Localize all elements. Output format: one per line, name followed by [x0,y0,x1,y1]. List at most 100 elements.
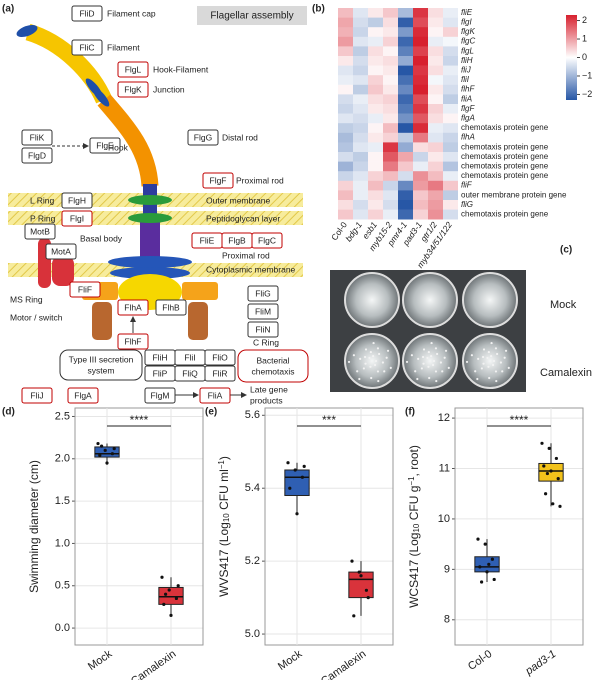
heatmap-cell [383,104,398,114]
point [110,452,114,456]
protein-label: FliN [255,324,270,334]
motor-right [188,302,208,340]
colony [447,366,450,369]
heatmap-cell [413,113,428,124]
heatmap-cell [368,17,383,28]
colony [356,370,359,373]
x-tick-label: Camalexin [129,648,178,680]
point [98,453,102,457]
heatmap-cell [398,200,413,210]
heatmap-cell [368,104,383,114]
point [357,570,361,574]
row-label: fliA [461,94,472,103]
point [364,588,368,592]
y-tick-label: 1.5 [55,495,70,507]
plot-frame [264,407,394,646]
y-axis-title: WVS417 (Log10 CFU ml−1) [217,456,231,597]
heatmap-cell [398,17,413,28]
row-label: flhA [461,133,475,142]
heatmap-cell [428,65,443,76]
x-tick-label: Col-0 [466,648,494,673]
colony [362,367,365,370]
point [545,471,550,476]
secretion-text: system [88,365,115,375]
colony [376,370,380,373]
heatmap-cell [368,36,383,47]
heatmap-cell [338,180,353,191]
colony [495,352,499,356]
mota-shape [52,256,74,286]
panel-label: (b) [312,4,325,15]
heatmap-cell [398,132,413,143]
colony [435,352,439,356]
colony [421,355,425,359]
heatmap-cell [368,209,383,220]
colony [352,354,356,357]
motor-left [92,302,112,340]
heatmap-cell [368,75,383,86]
heatmap-cell [443,27,458,38]
heatmap-cell [443,123,458,134]
heatmap-cell [383,171,398,182]
secretion-box [59,349,143,381]
point [162,602,166,606]
heatmap-cell [398,152,413,162]
y-tick-label: 5.6 [245,409,260,421]
heatmap-cell [368,190,383,201]
y-axis-title-part: CFU ml [217,469,231,513]
heatmap-cell [353,209,368,220]
heatmap-cell [338,200,353,210]
heatmap-cell [398,84,413,95]
heatmap-cell [338,8,353,18]
heatmap-cell [353,17,368,28]
heatmap-cell [443,209,458,220]
point [359,574,363,578]
heatmap-cell [383,142,398,153]
protein-label: FlgA [74,390,92,400]
protein-box [61,192,93,209]
heatmap-cell [338,65,353,76]
heatmap-cell [443,161,458,172]
y-tick-label: 0.0 [55,622,70,634]
point [105,461,109,465]
heatmap-cell [353,142,368,153]
y-axis-title-part: Swimming diameter (cm) [27,460,41,593]
colony [385,356,388,359]
heatmap-cell [353,104,368,114]
point [96,441,100,446]
heatmap-cell [428,142,443,153]
y-axis-title-part: WVS417 (Log [217,522,231,597]
row-label: chemotaxis protein gene [461,123,549,132]
heatmap-cell [338,132,353,143]
chemotaxis-text: chemotaxis [252,366,295,376]
point [478,565,482,569]
y-axis-title-part: −1 [217,460,226,470]
heatmap-cell [428,46,443,57]
plot-frame [74,407,204,646]
y-tick-label: 11 [439,462,450,474]
heatmap-cell [383,94,398,105]
heatmap-cell [428,123,443,134]
heatmap-cell [368,161,383,172]
heatmap-cell [443,36,458,47]
heatmap-cell [398,8,413,18]
heatmap-cell [368,123,383,134]
point [288,486,292,490]
l-ring [128,195,172,205]
heatmap-cell [338,104,353,114]
protein-label: FliA [208,390,223,400]
heatmap-cell [398,123,413,134]
colony [507,366,510,369]
protein-label: FlhA [124,302,142,312]
colony [376,347,380,350]
heatmap-cell [413,152,428,162]
point [174,596,178,601]
heatmap-cell [353,65,368,76]
protein-box [45,243,77,260]
heatmap-cell [398,36,413,47]
heatmap-cell [353,113,368,124]
heatmap-cell [353,84,368,95]
heatmap-cell [428,180,443,191]
colorbar-label: −2 [582,89,592,99]
colony [364,362,367,365]
